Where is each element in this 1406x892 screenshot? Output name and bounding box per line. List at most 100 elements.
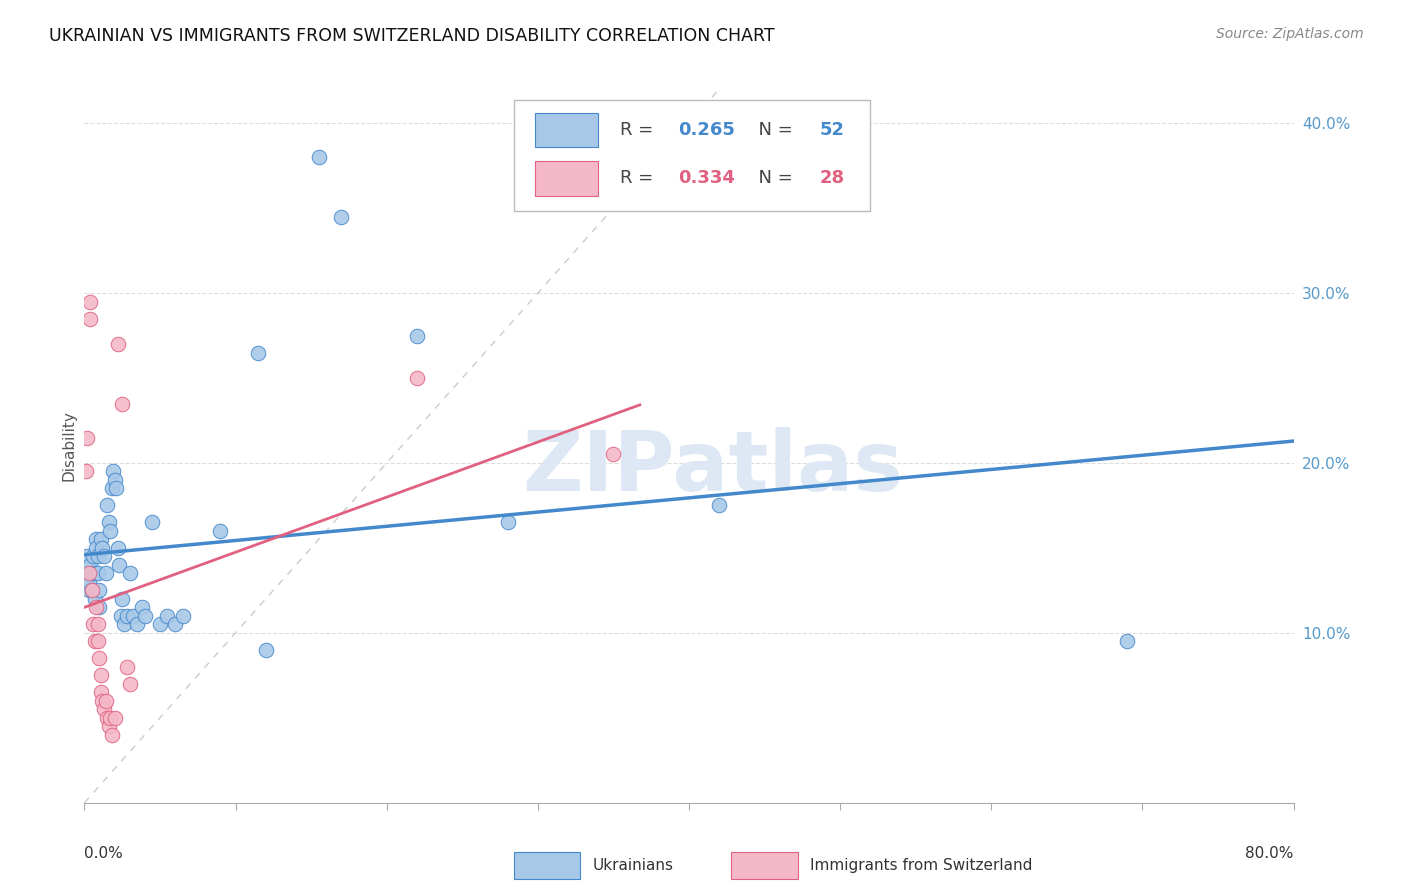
Point [709, 499, 731, 513]
Point [121, 608, 143, 623]
Point [93, 702, 115, 716]
Point [77, 583, 100, 598]
Text: 80.0%: 80.0% [1246, 846, 1294, 861]
Point [104, 473, 127, 487]
Point [90, 668, 112, 682]
Point [94, 566, 117, 581]
Point [110, 608, 132, 623]
Point [131, 600, 153, 615]
Point [1116, 634, 1139, 648]
Text: 0.0%: 0.0% [84, 846, 124, 861]
Point [77, 566, 100, 581]
Point [76, 549, 98, 564]
Point [209, 524, 232, 538]
Text: 0.265: 0.265 [678, 121, 735, 139]
FancyBboxPatch shape [731, 852, 797, 880]
Point [87, 566, 110, 581]
Text: Ukrainians: Ukrainians [592, 858, 673, 873]
FancyBboxPatch shape [536, 161, 599, 195]
Point [86, 541, 108, 555]
Point [406, 328, 429, 343]
Point [107, 337, 129, 351]
Point [149, 617, 172, 632]
Text: 28: 28 [820, 169, 845, 187]
Point [98, 524, 121, 538]
Point [602, 448, 624, 462]
Text: Source: ZipAtlas.com: Source: ZipAtlas.com [1216, 27, 1364, 41]
Point [75, 566, 97, 581]
Point [172, 608, 194, 623]
Point [94, 694, 117, 708]
Y-axis label: Disability: Disability [60, 410, 76, 482]
Point [127, 617, 149, 632]
Point [82, 549, 104, 564]
Point [112, 617, 135, 632]
Point [100, 482, 122, 496]
Point [89, 583, 111, 598]
Point [330, 210, 353, 224]
Point [254, 643, 277, 657]
Point [91, 694, 114, 708]
Point [308, 150, 330, 164]
Point [76, 430, 98, 444]
Point [98, 711, 121, 725]
Point [406, 371, 429, 385]
Point [163, 617, 186, 632]
Point [118, 677, 141, 691]
Point [91, 541, 114, 555]
Point [156, 608, 179, 623]
Point [141, 516, 163, 530]
Point [97, 719, 120, 733]
Point [101, 465, 124, 479]
Point [82, 617, 104, 632]
Point [108, 558, 131, 572]
Text: R =: R = [620, 169, 659, 187]
Point [100, 728, 122, 742]
Text: N =: N = [747, 169, 799, 187]
Point [84, 566, 107, 581]
Text: 52: 52 [820, 121, 845, 139]
Point [105, 482, 128, 496]
Point [97, 516, 120, 530]
Point [79, 558, 101, 572]
FancyBboxPatch shape [536, 112, 599, 147]
Point [80, 583, 103, 598]
Point [93, 549, 115, 564]
Point [107, 541, 129, 555]
Point [79, 311, 101, 326]
FancyBboxPatch shape [513, 100, 870, 211]
Point [75, 465, 97, 479]
Point [111, 591, 134, 606]
Point [89, 600, 111, 615]
Point [80, 583, 103, 598]
Point [77, 574, 100, 589]
Point [96, 711, 118, 725]
Point [80, 566, 103, 581]
Point [90, 533, 112, 547]
Text: 0.334: 0.334 [678, 169, 735, 187]
Text: Immigrants from Switzerland: Immigrants from Switzerland [810, 858, 1032, 873]
Point [96, 499, 118, 513]
Text: UKRAINIAN VS IMMIGRANTS FROM SWITZERLAND DISABILITY CORRELATION CHART: UKRAINIAN VS IMMIGRANTS FROM SWITZERLAND… [49, 27, 775, 45]
Text: R =: R = [620, 121, 659, 139]
Point [115, 608, 138, 623]
Point [84, 591, 107, 606]
Point [86, 533, 108, 547]
Point [87, 549, 110, 564]
Point [496, 516, 519, 530]
Text: N =: N = [747, 121, 799, 139]
Point [87, 617, 110, 632]
Point [79, 294, 101, 309]
Point [115, 660, 138, 674]
Text: ZIPatlas: ZIPatlas [523, 427, 904, 508]
Point [134, 608, 156, 623]
Point [118, 566, 141, 581]
Point [104, 711, 127, 725]
Point [87, 634, 110, 648]
FancyBboxPatch shape [513, 852, 581, 880]
Point [247, 345, 270, 359]
Point [86, 600, 108, 615]
Point [84, 634, 107, 648]
Point [111, 396, 134, 410]
Point [90, 685, 112, 699]
